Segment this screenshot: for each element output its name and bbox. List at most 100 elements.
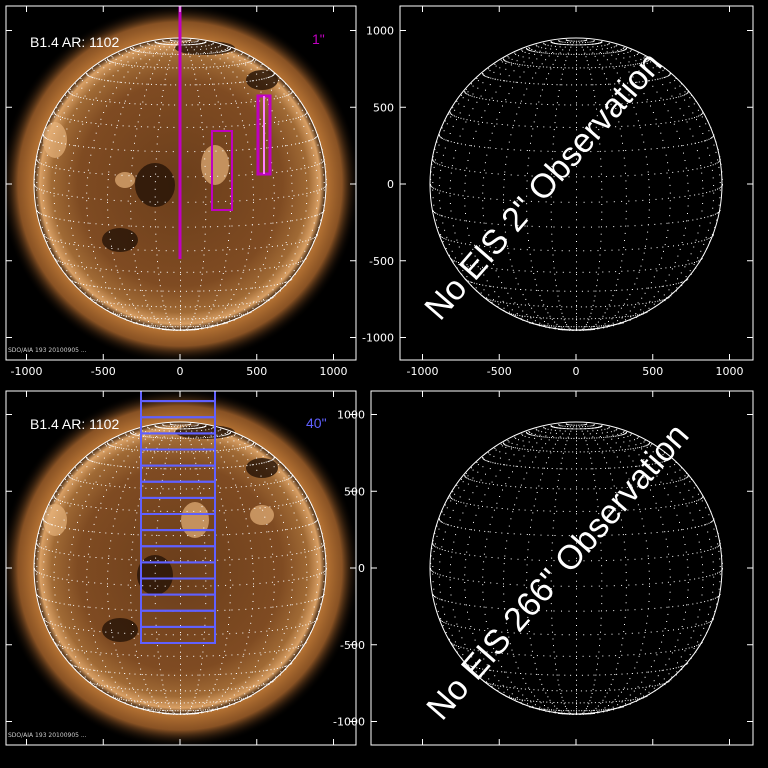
grid-dot	[128, 559, 130, 561]
grid-dot	[170, 468, 172, 470]
grid-dot	[238, 558, 240, 560]
grid-dot	[143, 325, 144, 327]
grid-dot	[180, 305, 181, 306]
grid-dot	[194, 306, 196, 308]
grid-dot	[36, 158, 38, 160]
grid-dot	[583, 44, 585, 46]
grid-dot	[191, 67, 193, 69]
grid-dot	[514, 314, 516, 316]
grid-dot	[38, 159, 40, 161]
grid-dot	[555, 285, 557, 287]
grid-dot	[523, 94, 525, 96]
grid-dot	[188, 326, 190, 328]
grid-dot	[541, 103, 543, 105]
grid-dot	[655, 123, 657, 125]
grid-dot	[128, 609, 130, 611]
grid-dot	[564, 321, 566, 323]
grid-dot	[539, 295, 541, 297]
grid-dot	[259, 268, 261, 270]
grid-dot	[667, 110, 669, 112]
grid-dot	[142, 175, 144, 177]
grid-dot	[53, 495, 55, 497]
grid-dot	[114, 224, 116, 226]
grid-dot	[70, 93, 72, 95]
grid-dot	[201, 535, 203, 536]
grid-dot	[439, 200, 441, 202]
grid-dot	[115, 446, 116, 448]
grid-dot	[240, 54, 242, 55]
grid-dot	[133, 150, 135, 152]
grid-dot	[47, 138, 49, 140]
grid-dot	[588, 53, 590, 55]
grid-dot	[571, 44, 573, 46]
grid-dot	[164, 326, 166, 327]
grid-dot	[627, 270, 629, 272]
grid-dot	[64, 646, 66, 648]
grid-dot	[464, 169, 466, 171]
grid-dot	[261, 300, 263, 302]
grid-dot	[74, 119, 75, 121]
grid-dot	[607, 324, 609, 326]
grid-dot	[177, 329, 179, 331]
grid-dot	[184, 690, 186, 692]
grid-dot	[325, 171, 327, 173]
grid-dot	[137, 83, 139, 85]
grid-dot	[582, 44, 584, 46]
grid-dot	[441, 165, 443, 167]
grid-dot	[286, 95, 288, 97]
grid-dot	[48, 147, 50, 149]
grid-dot	[68, 91, 70, 93]
grid-dot	[92, 461, 94, 463]
grid-dot	[452, 225, 454, 227]
grid-dot	[252, 217, 254, 218]
grid-dot	[72, 280, 73, 282]
grid-dot	[631, 248, 633, 250]
grid-dot	[616, 289, 618, 291]
grid-dot	[212, 126, 214, 128]
grid-dot	[576, 305, 577, 306]
grid-dot	[218, 324, 220, 326]
grid-dot	[633, 125, 635, 127]
grid-dot	[452, 259, 454, 261]
grid-dot	[128, 175, 130, 177]
grid-dot	[470, 145, 472, 147]
grid-dot	[88, 297, 90, 299]
grid-dot	[678, 120, 680, 122]
grid-dot	[166, 329, 168, 331]
grid-dot	[625, 225, 627, 227]
grid-dot	[277, 197, 279, 199]
grid-dot	[35, 570, 37, 572]
grid-dot	[125, 316, 127, 318]
grid-dot	[117, 271, 119, 273]
grid-dot	[721, 184, 723, 186]
grid-dot	[588, 326, 590, 328]
grid-dot	[315, 620, 317, 622]
grid-dot	[134, 65, 136, 67]
grid-dot	[614, 305, 616, 307]
grid-dot	[219, 701, 221, 702]
grid-dot	[570, 40, 572, 42]
grid-dot	[183, 702, 185, 704]
grid-dot	[495, 270, 497, 272]
grid-dot	[246, 259, 248, 261]
grid-dot	[446, 123, 448, 125]
grid-dot	[55, 114, 57, 115]
grid-dot	[485, 298, 487, 299]
grid-dot	[83, 146, 84, 148]
grid-dot	[661, 285, 663, 287]
grid-dot	[92, 77, 94, 79]
grid-dot	[455, 116, 457, 118]
grid-dot	[516, 303, 518, 305]
grid-dot	[669, 284, 671, 286]
grid-dot	[157, 261, 158, 263]
grid-dot	[289, 503, 291, 505]
grid-dot	[158, 43, 160, 44]
grid-dot	[569, 49, 570, 51]
grid-dot	[161, 67, 163, 69]
grid-dot	[467, 160, 469, 161]
grid-dot	[323, 210, 325, 212]
grid-dot	[572, 67, 574, 69]
grid-dot	[550, 211, 552, 213]
grid-dot	[64, 527, 66, 529]
grid-dot	[486, 298, 488, 300]
